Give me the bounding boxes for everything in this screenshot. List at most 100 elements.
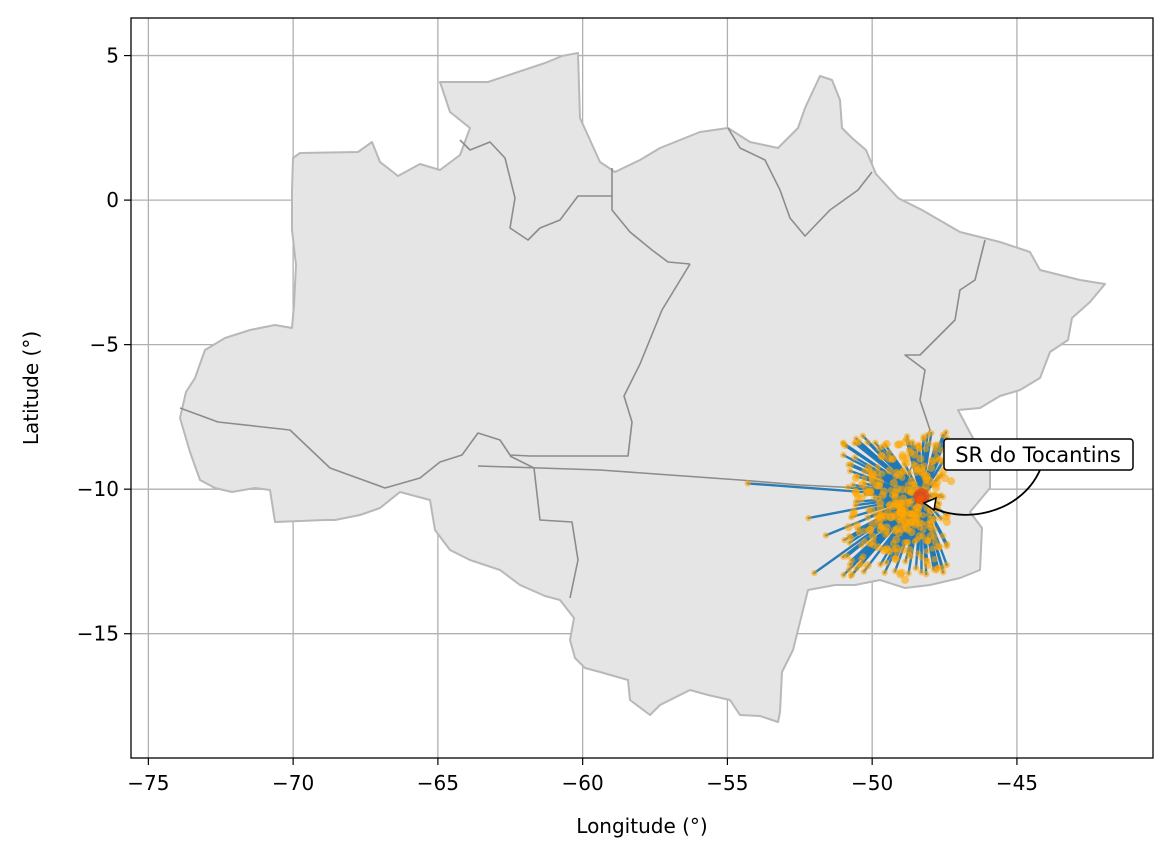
- origin-point: [744, 480, 751, 487]
- cluster-point: [888, 454, 897, 463]
- cluster-point: [876, 477, 885, 486]
- cluster-point: [913, 508, 922, 517]
- origin-point: [923, 547, 931, 555]
- cluster-point: [878, 491, 887, 500]
- origin-point: [840, 553, 847, 561]
- cluster-point: [891, 555, 900, 564]
- origin-point: [901, 539, 908, 546]
- origin-point: [861, 475, 868, 482]
- flow-link: [920, 495, 936, 571]
- origin-point: [871, 494, 878, 501]
- origin-point: [929, 545, 936, 552]
- x-axis-label: Longitude (°): [576, 814, 707, 838]
- cluster-point: [868, 520, 877, 529]
- origin-point: [918, 568, 925, 576]
- origin-point: [840, 451, 847, 459]
- cluster-point: [877, 451, 886, 460]
- cluster-point: [906, 448, 915, 457]
- cluster-point: [925, 476, 934, 485]
- x-tick-label: −45: [996, 771, 1038, 795]
- cluster-point: [927, 515, 936, 524]
- cluster-point: [897, 507, 906, 516]
- origin-point: [902, 558, 909, 565]
- cluster-point: [897, 524, 906, 533]
- origin-point: [939, 431, 947, 439]
- origin-point: [932, 448, 939, 455]
- origin-point: [852, 501, 859, 509]
- origin-point: [866, 540, 873, 547]
- origin-point: [932, 441, 939, 448]
- origin-point: [939, 493, 946, 500]
- cluster-point: [905, 499, 914, 508]
- cluster-point: [906, 518, 915, 527]
- cluster-point: [892, 544, 901, 553]
- origin-point: [872, 439, 879, 446]
- origin-point: [845, 566, 853, 573]
- origin-point: [920, 526, 927, 534]
- cluster-point: [899, 467, 908, 476]
- origin-point: [858, 542, 865, 549]
- origin-point: [857, 561, 865, 568]
- origin-point: [860, 527, 868, 535]
- origin-point: [844, 484, 852, 491]
- y-tick-label: 0: [106, 188, 119, 212]
- cluster-point: [929, 525, 938, 534]
- annotation-arrow: [927, 469, 1041, 516]
- cluster-point: [907, 476, 916, 485]
- cluster-point: [917, 463, 926, 472]
- y-tick-label: 5: [106, 44, 119, 68]
- origin-point: [938, 446, 945, 454]
- origin-point: [853, 435, 860, 442]
- cluster-point: [899, 545, 908, 554]
- origin-point: [805, 514, 812, 522]
- y-tick-label: −5: [90, 333, 119, 357]
- cluster-point: [892, 535, 901, 544]
- cluster-point: [905, 546, 914, 555]
- origin-point: [842, 442, 849, 450]
- y-tick-label: −15: [77, 622, 119, 646]
- y-ticks: 5 0 −5 −10 −15: [77, 44, 131, 646]
- origin-point: [822, 532, 830, 539]
- cluster-point: [893, 440, 902, 449]
- origin-point: [939, 564, 946, 571]
- cluster-point: [898, 485, 907, 494]
- origin-point: [911, 538, 919, 545]
- state-borders: [179, 127, 986, 599]
- cluster-point: [849, 510, 858, 519]
- origin-point: [846, 561, 854, 568]
- cluster-point: [896, 570, 905, 579]
- x-tick-label: −75: [127, 771, 169, 795]
- origin-point: [864, 514, 871, 521]
- cluster-point: [901, 575, 910, 584]
- cluster-point: [927, 456, 936, 465]
- origin-point: [905, 570, 912, 577]
- cluster-point: [932, 483, 941, 492]
- origin-point: [875, 445, 883, 452]
- cluster-point: [851, 474, 860, 483]
- cluster-point: [868, 472, 877, 481]
- cluster-point: [903, 525, 912, 534]
- cluster-point: [934, 542, 943, 551]
- origin-point: [840, 571, 847, 579]
- cluster-point: [863, 561, 872, 570]
- origin-point: [922, 445, 930, 453]
- cluster-point: [844, 523, 853, 532]
- cluster-point: [899, 494, 908, 503]
- origin-point: [920, 433, 927, 441]
- origin-point: [851, 454, 858, 461]
- cluster-point: [876, 526, 885, 535]
- cluster-point: [915, 532, 924, 541]
- cluster-point: [922, 536, 931, 545]
- cluster-point: [852, 489, 861, 498]
- origin-point: [864, 439, 871, 446]
- y-axis-label: Latitude (°): [19, 331, 43, 445]
- origin-point: [907, 553, 914, 560]
- origin-point: [915, 550, 922, 557]
- origin-point: [912, 564, 920, 572]
- origin-point: [847, 460, 855, 468]
- cluster-point: [873, 511, 882, 520]
- origin-point: [849, 481, 857, 489]
- origin-point: [903, 433, 911, 440]
- origin-point: [933, 453, 941, 461]
